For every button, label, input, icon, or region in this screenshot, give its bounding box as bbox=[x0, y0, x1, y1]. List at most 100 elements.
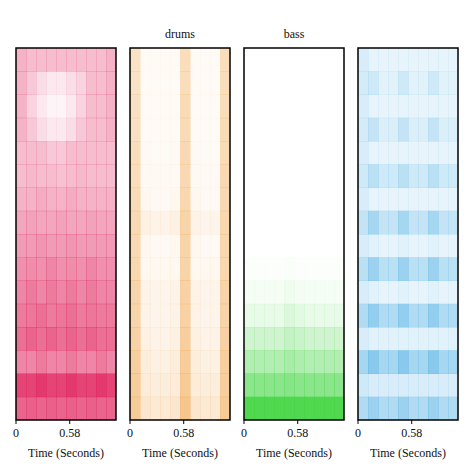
cell bbox=[96, 327, 107, 351]
cell bbox=[388, 281, 399, 305]
cell bbox=[140, 71, 151, 95]
cell bbox=[388, 234, 399, 258]
tick bbox=[130, 420, 131, 424]
cell bbox=[86, 350, 97, 374]
cell bbox=[140, 164, 151, 188]
cell bbox=[190, 234, 201, 258]
cell bbox=[170, 304, 181, 328]
cell bbox=[36, 234, 47, 258]
cell bbox=[314, 188, 325, 212]
tick-label: 0.58 bbox=[401, 426, 422, 440]
cell bbox=[448, 95, 458, 119]
panel: 00.58Time (Seconds) bbox=[13, 48, 117, 460]
cell bbox=[334, 71, 344, 95]
cell bbox=[358, 350, 369, 374]
cell bbox=[428, 71, 439, 95]
cell bbox=[150, 350, 161, 374]
cell bbox=[106, 188, 116, 212]
cell bbox=[294, 257, 305, 281]
spectrogram bbox=[358, 48, 458, 420]
cell bbox=[438, 281, 449, 305]
tick-label: 0 bbox=[241, 426, 247, 440]
cell bbox=[448, 141, 458, 165]
cell bbox=[448, 374, 458, 398]
cell bbox=[96, 48, 107, 72]
cell bbox=[398, 141, 409, 165]
cell bbox=[220, 350, 230, 374]
cell bbox=[388, 350, 399, 374]
cell bbox=[314, 257, 325, 281]
cell bbox=[200, 281, 211, 305]
cell bbox=[448, 234, 458, 258]
cell bbox=[438, 48, 449, 72]
cell bbox=[264, 234, 275, 258]
cell bbox=[16, 397, 27, 420]
cell bbox=[180, 234, 191, 258]
cell bbox=[418, 188, 429, 212]
cell bbox=[180, 211, 191, 235]
cell bbox=[358, 48, 369, 72]
cell bbox=[56, 71, 67, 95]
cell bbox=[46, 141, 57, 165]
cell bbox=[274, 141, 285, 165]
cell bbox=[358, 141, 369, 165]
cell bbox=[408, 327, 419, 351]
cell bbox=[200, 48, 211, 72]
cell bbox=[150, 304, 161, 328]
cell bbox=[130, 188, 141, 212]
cell bbox=[274, 71, 285, 95]
cell bbox=[254, 304, 265, 328]
cell bbox=[190, 95, 201, 119]
cell bbox=[36, 350, 47, 374]
cell bbox=[180, 164, 191, 188]
cell bbox=[398, 281, 409, 305]
cell bbox=[438, 211, 449, 235]
cell bbox=[66, 48, 77, 72]
cell bbox=[180, 188, 191, 212]
cell bbox=[56, 95, 67, 119]
cell bbox=[66, 164, 77, 188]
cell bbox=[324, 164, 335, 188]
cell bbox=[130, 164, 141, 188]
cell bbox=[220, 281, 230, 305]
cell bbox=[314, 397, 325, 420]
cell bbox=[418, 234, 429, 258]
cell bbox=[46, 234, 57, 258]
cell bbox=[448, 397, 458, 420]
cell bbox=[244, 350, 255, 374]
cell bbox=[388, 95, 399, 119]
cell bbox=[170, 281, 181, 305]
cell bbox=[76, 257, 87, 281]
cell bbox=[334, 211, 344, 235]
cell bbox=[244, 397, 255, 420]
spectrogram bbox=[130, 48, 230, 420]
cell bbox=[324, 71, 335, 95]
cell bbox=[438, 71, 449, 95]
cell bbox=[408, 211, 419, 235]
cell bbox=[180, 118, 191, 142]
cell bbox=[160, 211, 171, 235]
cell bbox=[428, 374, 439, 398]
cell bbox=[294, 374, 305, 398]
cell bbox=[388, 164, 399, 188]
cell bbox=[36, 141, 47, 165]
cell bbox=[304, 327, 315, 351]
cell bbox=[36, 188, 47, 212]
cell bbox=[304, 118, 315, 142]
cell bbox=[200, 211, 211, 235]
cell bbox=[220, 374, 230, 398]
cell bbox=[378, 397, 389, 420]
cell bbox=[254, 374, 265, 398]
cell bbox=[150, 234, 161, 258]
cell bbox=[170, 234, 181, 258]
cell bbox=[378, 188, 389, 212]
cell bbox=[86, 164, 97, 188]
cell bbox=[76, 141, 87, 165]
cell bbox=[170, 374, 181, 398]
cell bbox=[76, 48, 87, 72]
cell bbox=[244, 95, 255, 119]
cell bbox=[294, 164, 305, 188]
cell bbox=[180, 397, 191, 420]
cell bbox=[106, 118, 116, 142]
cell bbox=[220, 188, 230, 212]
